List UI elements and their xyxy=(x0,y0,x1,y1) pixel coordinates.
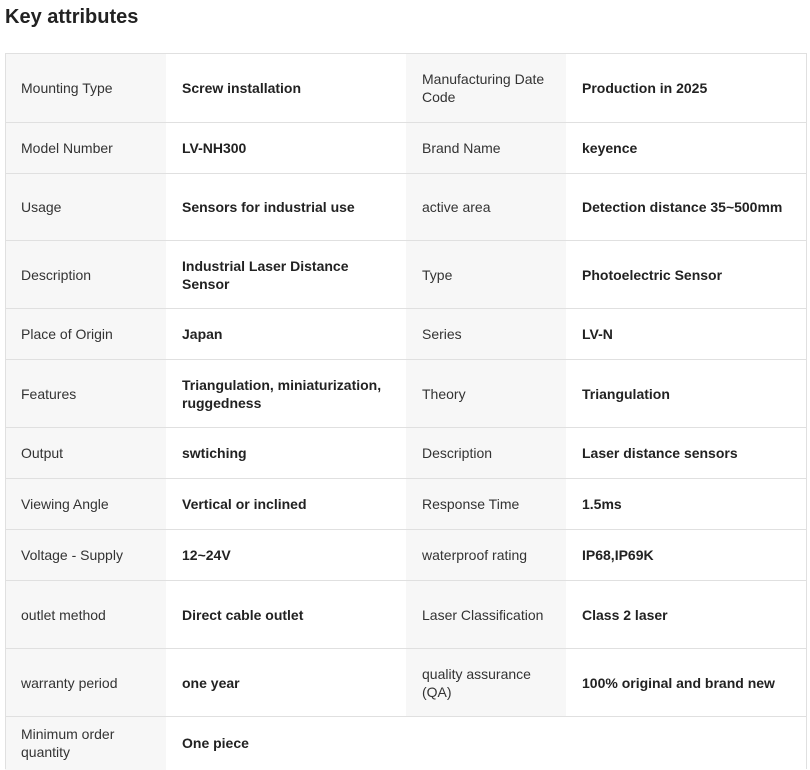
attribute-label: Type xyxy=(406,240,566,309)
attribute-value: swtiching xyxy=(166,427,406,479)
attribute-row: outlet method Direct cable outlet Laser Cl… xyxy=(5,580,807,649)
attribute-value: 100% original and brand new xyxy=(566,648,807,717)
attribute-value: LV-N xyxy=(566,308,807,360)
attribute-label: quality assurance (QA) xyxy=(406,648,566,717)
attribute-label: Features xyxy=(5,359,166,428)
attribute-value: Class 2 laser xyxy=(566,580,807,649)
attribute-label: outlet method xyxy=(5,580,166,649)
empty-cell xyxy=(406,716,807,770)
attributes-table: Mounting Type Screw installation Manufactu… xyxy=(5,53,807,770)
attribute-label: Place of Origin xyxy=(5,308,166,360)
attribute-value: Direct cable outlet xyxy=(166,580,406,649)
attribute-value: Vertical or inclined xyxy=(166,478,406,530)
attribute-value: Industrial Laser Distance Sensor xyxy=(166,240,406,309)
attribute-row: Model Number LV-NH300 Brand Name keyence xyxy=(5,122,807,174)
attribute-value: Detection distance 35~500mm xyxy=(566,173,807,241)
attribute-label: Description xyxy=(5,240,166,309)
attribute-label: warranty period xyxy=(5,648,166,717)
attribute-label: active area xyxy=(406,173,566,241)
attribute-value: Japan xyxy=(166,308,406,360)
attribute-value: Photoelectric Sensor xyxy=(566,240,807,309)
attribute-row: Usage Sensors for industrial use active ar… xyxy=(5,173,807,241)
attribute-value: LV-NH300 xyxy=(166,122,406,174)
attribute-row: Description Industrial Laser Distance Sen… xyxy=(5,240,807,309)
attribute-label: Theory xyxy=(406,359,566,428)
attribute-row: Mounting Type Screw installation Manufactu… xyxy=(5,53,807,123)
attribute-value: One piece xyxy=(166,716,406,770)
attribute-label: Laser Classification xyxy=(406,580,566,649)
attribute-value: Production in 2025 xyxy=(566,53,807,123)
attribute-value: Triangulation, miniaturization, ruggedne… xyxy=(166,359,406,428)
attribute-row: Output swtiching Description Laser distance… xyxy=(5,427,807,479)
attribute-label: Viewing Angle xyxy=(5,478,166,530)
attribute-value: 1.5ms xyxy=(566,478,807,530)
attribute-label: Series xyxy=(406,308,566,360)
attribute-row: Place of Origin Japan Series LV-N xyxy=(5,308,807,360)
attribute-label: waterproof rating xyxy=(406,529,566,581)
attribute-value: Screw installation xyxy=(166,53,406,123)
section-title: Key attributes xyxy=(5,6,139,28)
attribute-row: Voltage - Supply 12~24V waterproof rating I… xyxy=(5,529,807,581)
attribute-label: Brand Name xyxy=(406,122,566,174)
attribute-value: Triangulation xyxy=(566,359,807,428)
attribute-value: 12~24V xyxy=(166,529,406,581)
attribute-value: IP68,IP69K xyxy=(566,529,807,581)
attribute-value: Laser distance sensors xyxy=(566,427,807,479)
attribute-row: Features Triangulation, miniaturization, … xyxy=(5,359,807,428)
attribute-value: Sensors for industrial use xyxy=(166,173,406,241)
attribute-label: Usage xyxy=(5,173,166,241)
attribute-label: Output xyxy=(5,427,166,479)
attribute-label: Minimum order quantity xyxy=(5,716,166,770)
attribute-label: Model Number xyxy=(5,122,166,174)
attribute-row: warranty period one year quality assurance… xyxy=(5,648,807,717)
attribute-row: Minimum order quantity One piece xyxy=(5,716,807,770)
attribute-label: Response Time xyxy=(406,478,566,530)
attribute-value: one year xyxy=(166,648,406,717)
attribute-label: Voltage - Supply xyxy=(5,529,166,581)
attribute-value: keyence xyxy=(566,122,807,174)
attribute-label: Description xyxy=(406,427,566,479)
attribute-label: Mounting Type xyxy=(5,53,166,123)
attribute-row: Viewing Angle Vertical or inclined Respons… xyxy=(5,478,807,530)
attribute-label: Manufacturing Date Code xyxy=(406,53,566,123)
